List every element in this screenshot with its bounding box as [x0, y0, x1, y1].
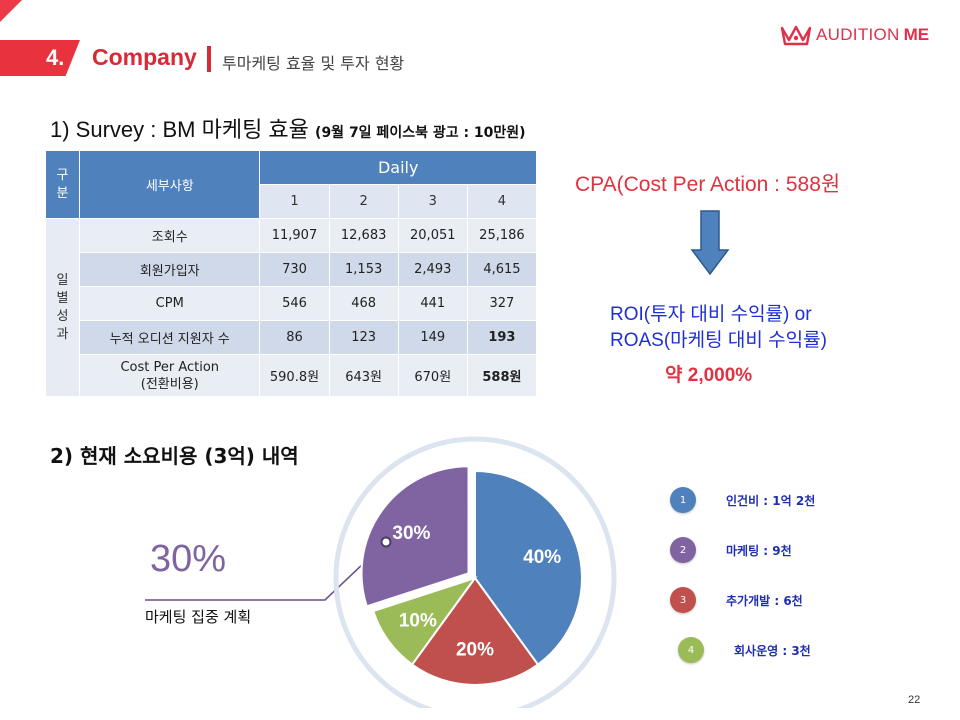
pie-outer-ring: [333, 436, 617, 708]
legend-item: 3 추가개발 : 6천: [670, 587, 803, 613]
arrow-down-icon: [690, 210, 730, 276]
highlight-percent: 30%: [150, 538, 227, 580]
row-label: 조회수: [79, 218, 261, 253]
daily-header: Daily: [259, 150, 537, 185]
table-cell: 1,153: [328, 252, 399, 287]
title-divider: [207, 46, 211, 72]
table-cell: 11,907: [259, 218, 330, 253]
corner-decoration: [0, 0, 22, 22]
brand-logo: AUDITION ME: [780, 24, 929, 46]
section-title-text: 1) Survey : BM 마케팅 효율: [50, 117, 309, 142]
table-row: 회원가입자 730 1,153 2,493 4,615: [46, 252, 538, 287]
day-header: 4: [466, 184, 538, 219]
highlight-label: 마케팅 집중 계획: [145, 608, 252, 626]
pie-slice-label: 30%: [392, 523, 430, 544]
section-title-survey: 1) Survey : BM 마케팅 효율 (9월 7일 페이스북 광고 : 1…: [50, 112, 526, 144]
table-cell: 590.8원: [259, 354, 330, 397]
table-cell: 670원: [397, 354, 468, 397]
detail-header: 세부사항: [79, 150, 261, 219]
brand-name: AUDITION: [816, 25, 900, 44]
page-subtitle: 투마케팅 효율 및 투자 현황: [222, 54, 405, 73]
pie-slice-label: 20%: [456, 640, 494, 661]
roi-text: ROI(투자 대비 수익률) or ROAS(마케팅 대비 수익률): [610, 302, 827, 354]
legend-label: 마케팅 : 9천: [726, 543, 792, 558]
pie-slice: [371, 576, 478, 666]
pie-slice-label: 40%: [523, 547, 561, 568]
roas-line: ROAS(마케팅 대비 수익률): [610, 330, 827, 351]
row-label-line: (전환비용): [140, 376, 199, 392]
table-row: Cost Per Action (전환비용) 590.8원 643원 670원 …: [46, 354, 538, 397]
table-cell: 123: [328, 320, 399, 355]
pie-slice: [474, 469, 583, 666]
table-cell: 643원: [328, 354, 399, 397]
crown-icon: [780, 25, 812, 46]
row-label: 누적 오디션 지원자 수: [79, 320, 261, 355]
table-row: CPM 546 468 441 327: [46, 286, 538, 321]
row-label-cpa: Cost Per Action (전환비용): [79, 354, 261, 397]
brand-name-bold: ME: [903, 25, 930, 44]
table-row: 누적 오디션 지원자 수 86 123 149 193: [46, 320, 538, 355]
table-cell: 149: [397, 320, 468, 355]
group-header: 구분: [56, 167, 69, 201]
roi-line: ROI(투자 대비 수익률) or: [610, 304, 812, 325]
table-cell: 20,051: [397, 218, 468, 253]
table-cell: 468: [328, 286, 399, 321]
pie-slice: [360, 465, 470, 608]
legend-label: 회사운영 : 3천: [734, 643, 811, 658]
table-cell: 441: [397, 286, 468, 321]
row-label-line: Cost Per Action: [120, 359, 220, 375]
section-number: 4.: [0, 40, 80, 76]
legend-label: 인건비 : 1억 2천: [726, 493, 816, 508]
legend-item: 2 마케팅 : 9천: [670, 537, 792, 563]
legend-item: 4 회사운영 : 3천: [678, 637, 811, 663]
cost-pie-chart: 40% 20% 10% 30%: [333, 436, 617, 708]
pie-slice-label: 10%: [399, 611, 437, 632]
pie-slice: [410, 576, 540, 686]
row-label: CPM: [79, 286, 261, 321]
table-cell: 12,683: [328, 218, 399, 253]
page-number: 22: [908, 694, 921, 706]
table-cell: 327: [466, 286, 538, 321]
table-cell: 546: [259, 286, 330, 321]
legend-number-badge: 3: [670, 587, 696, 613]
legend-number-badge: 1: [670, 487, 696, 513]
day-header: 2: [328, 184, 399, 219]
survey-table: 구분 세부사항 Daily 1 2 3 4 일별성과 조회수 11,907 12…: [44, 150, 538, 397]
table-cell: 2,493: [397, 252, 468, 287]
day-header: 3: [397, 184, 468, 219]
row-group-label: 일별성과: [56, 272, 69, 342]
legend-label: 추가개발 : 6천: [726, 593, 803, 608]
page-title: Company: [92, 44, 197, 70]
table-row: 일별성과 조회수 11,907 12,683 20,051 25,186: [44, 218, 538, 397]
cpa-text: CPA(Cost Per Action : 588원: [575, 173, 841, 196]
day-header: 1: [259, 184, 330, 219]
table-cell-highlight: 588원: [466, 354, 538, 397]
row-group-cell: 일별성과: [44, 218, 81, 397]
legend-number-badge: 2: [670, 537, 696, 563]
table-cell: 25,186: [466, 218, 538, 253]
table-cell: 86: [259, 320, 330, 355]
row-label: 회원가입자: [79, 252, 261, 287]
roi-value: 약 2,000%: [665, 365, 753, 386]
section-title-costs: 2) 현재 소요비용 (3억) 내역: [50, 444, 299, 468]
legend-number-badge: 4: [678, 637, 704, 663]
table-cell: 4,615: [466, 252, 538, 287]
table-cell: 730: [259, 252, 330, 287]
legend-item: 1 인건비 : 1억 2천: [670, 487, 815, 513]
table-cell-highlight: 193: [466, 320, 538, 355]
group-header-cell: 구분: [44, 150, 81, 219]
section-title-note: (9월 7일 페이스북 광고 : 10만원): [315, 125, 526, 141]
callout-dot: [380, 536, 392, 548]
